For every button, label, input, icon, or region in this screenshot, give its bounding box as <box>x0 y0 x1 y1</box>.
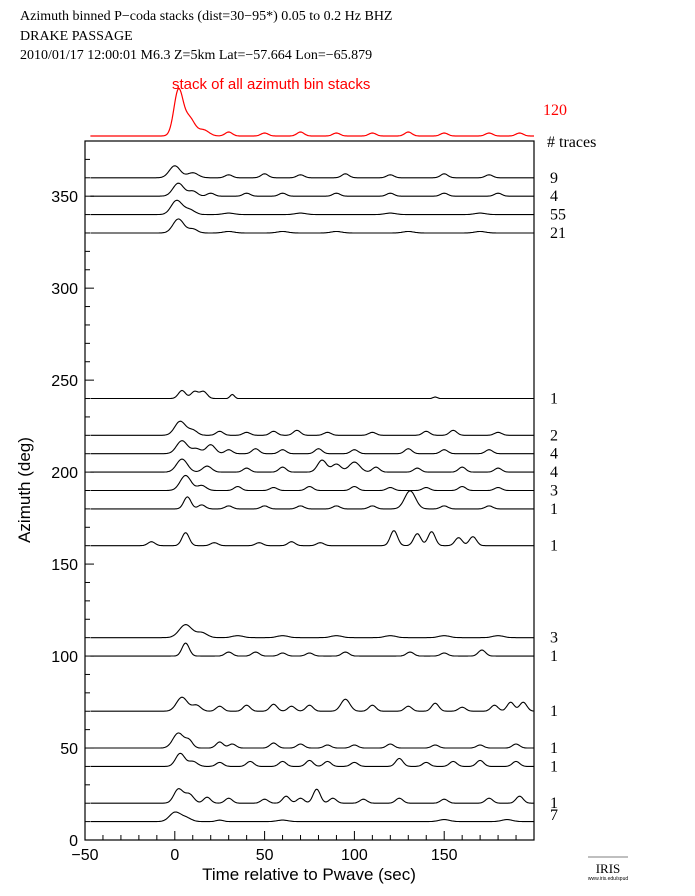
trace-count-az-240: 1 <box>550 391 558 408</box>
trace-az-40 <box>90 752 534 767</box>
trace-count-az-40: 1 <box>550 758 558 775</box>
y-tick-label-0: 0 <box>69 833 78 850</box>
trace-count-az-70: 1 <box>550 703 558 720</box>
logo-subtext: www.iris.edu/spud <box>588 876 629 882</box>
iris-logo: IRIS www.iris.edu/spud <box>588 856 629 882</box>
trace-count-az-190: 3 <box>550 483 558 500</box>
trace-az-100 <box>90 642 534 657</box>
y-tick-label-100: 100 <box>51 649 78 666</box>
trace-count-az-160: 1 <box>550 538 558 555</box>
trace-az-360 <box>90 165 534 179</box>
x-axis-label: Time relative to Pwave (sec) <box>202 865 416 884</box>
trace-az-50 <box>90 732 534 749</box>
trace-count-az-200: 4 <box>550 464 558 481</box>
trace-count-az-100: 1 <box>550 648 558 665</box>
trace-count-az-10: 7 <box>550 807 558 824</box>
trace-group <box>90 165 535 823</box>
trace-az-160 <box>90 530 534 547</box>
trace-count-az-180: 1 <box>550 501 558 518</box>
trace-az-70 <box>90 696 535 712</box>
trace-count-az-20: 1 <box>550 795 558 812</box>
trace-count-az-50: 1 <box>550 740 558 757</box>
trace-az-340 <box>90 199 534 216</box>
trace-az-240 <box>90 389 534 400</box>
trace-az-10 <box>90 811 534 823</box>
trace-az-210 <box>90 440 534 455</box>
y-tick-label-150: 150 <box>51 557 78 574</box>
trace-az-190 <box>90 474 534 492</box>
y-tick-label-200: 200 <box>51 465 78 482</box>
x-tick-label-0: 0 <box>170 847 179 864</box>
x-tick-label-150: 150 <box>431 847 458 864</box>
y-tick-label-250: 250 <box>51 373 78 390</box>
trace-count-az-110: 3 <box>550 630 558 647</box>
trace-count-az-360: 9 <box>550 170 558 187</box>
trace-count-az-330: 21 <box>550 225 566 242</box>
trace-count-az-350: 4 <box>550 188 558 205</box>
trace-az-350 <box>90 182 534 197</box>
chart-title: Azimuth binned P−coda stacks (dist=30−95… <box>20 9 392 24</box>
y-tick-label-50: 50 <box>60 741 78 758</box>
stack-count: 120 <box>543 102 567 119</box>
event-info: 2010/01/17 12:00:01 M6.3 Z=5km Lat=−57.6… <box>20 48 372 63</box>
x-axis-ticks: −50 0 50 100 150 <box>71 831 535 864</box>
y-tick-label-300: 300 <box>51 281 78 298</box>
trace-az-20 <box>90 788 534 804</box>
trace-count-az-340: 55 <box>550 207 566 224</box>
trace-az-220 <box>90 420 534 436</box>
x-tick-label--50: −50 <box>71 847 98 864</box>
y-axis-label: Azimuth (deg) <box>15 437 34 543</box>
stack-trace <box>90 87 534 137</box>
stack-label: stack of all azimuth bin stacks <box>172 76 370 93</box>
traces-header: # traces <box>547 134 596 151</box>
trace-count-az-220: 2 <box>550 427 558 444</box>
region-name: DRAKE PASSAGE <box>20 29 133 44</box>
trace-az-180 <box>90 490 534 510</box>
trace-az-330 <box>90 218 534 234</box>
x-tick-label-100: 100 <box>341 847 368 864</box>
x-tick-label-50: 50 <box>256 847 274 864</box>
y-tick-label-350: 350 <box>51 189 78 206</box>
trace-az-200 <box>90 458 534 473</box>
trace-az-110 <box>90 624 534 639</box>
y-axis-ticks: 0 50 100 150 200 250 300 350 <box>51 158 94 850</box>
logo-text: IRIS <box>596 861 621 876</box>
trace-count-az-210: 4 <box>550 446 558 463</box>
